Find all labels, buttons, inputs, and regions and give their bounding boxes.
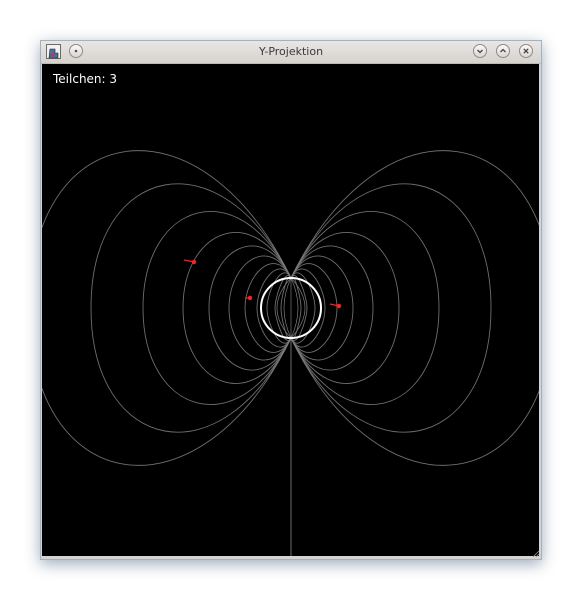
field-line-right (290, 268, 326, 348)
central-sphere (260, 277, 322, 339)
app-window: Y-Projektion Teilchen: 3 (40, 40, 542, 560)
maximize-button[interactable] (496, 44, 510, 58)
app-icon[interactable] (46, 44, 61, 59)
field-line-left (280, 276, 292, 340)
field-line-left (90, 183, 292, 433)
field-line-left (42, 150, 292, 466)
particle-counter-label: Teilchen: (53, 72, 106, 86)
chevron-up-icon (500, 48, 506, 53)
window-menu-button[interactable] (69, 44, 83, 58)
close-icon (523, 48, 529, 54)
field-line-right (290, 245, 374, 371)
circle-menu-icon (74, 49, 78, 53)
field-line-right (290, 150, 539, 466)
field-line-left (208, 245, 292, 371)
resize-grip-icon[interactable] (532, 550, 540, 558)
particle-counter: Teilchen: 3 (53, 72, 117, 86)
field-line-right (290, 232, 400, 384)
window-title: Y-Projektion (258, 45, 324, 58)
field-line-right (290, 272, 316, 344)
field-line-left (228, 255, 292, 361)
field-line-right (290, 255, 354, 361)
field-line-left (182, 232, 292, 384)
particle-counter-value: 3 (109, 72, 118, 86)
inner-field-line (283, 277, 292, 339)
field-line-right (290, 275, 308, 341)
inner-field-line (290, 277, 306, 339)
field-line-left (274, 275, 292, 341)
particle (247, 295, 253, 301)
field-line-right (290, 263, 338, 353)
projection-canvas[interactable]: Teilchen: 3 (42, 64, 539, 556)
field-line-left (142, 211, 292, 405)
inner-field-line (290, 277, 299, 339)
field-line-left (266, 272, 292, 344)
field-lines-svg (42, 150, 539, 556)
minimize-button[interactable] (473, 44, 487, 58)
particle (191, 259, 197, 265)
field-line-right (290, 183, 492, 433)
particle (336, 303, 342, 309)
field-line-right (290, 211, 440, 405)
field-line-left (256, 268, 292, 348)
field-line-right (290, 276, 302, 340)
title-bar[interactable]: Y-Projektion (41, 41, 541, 64)
chevron-down-icon (477, 49, 483, 54)
inner-field-line (276, 277, 292, 339)
close-button[interactable] (519, 44, 533, 58)
field-line-left (244, 263, 292, 353)
